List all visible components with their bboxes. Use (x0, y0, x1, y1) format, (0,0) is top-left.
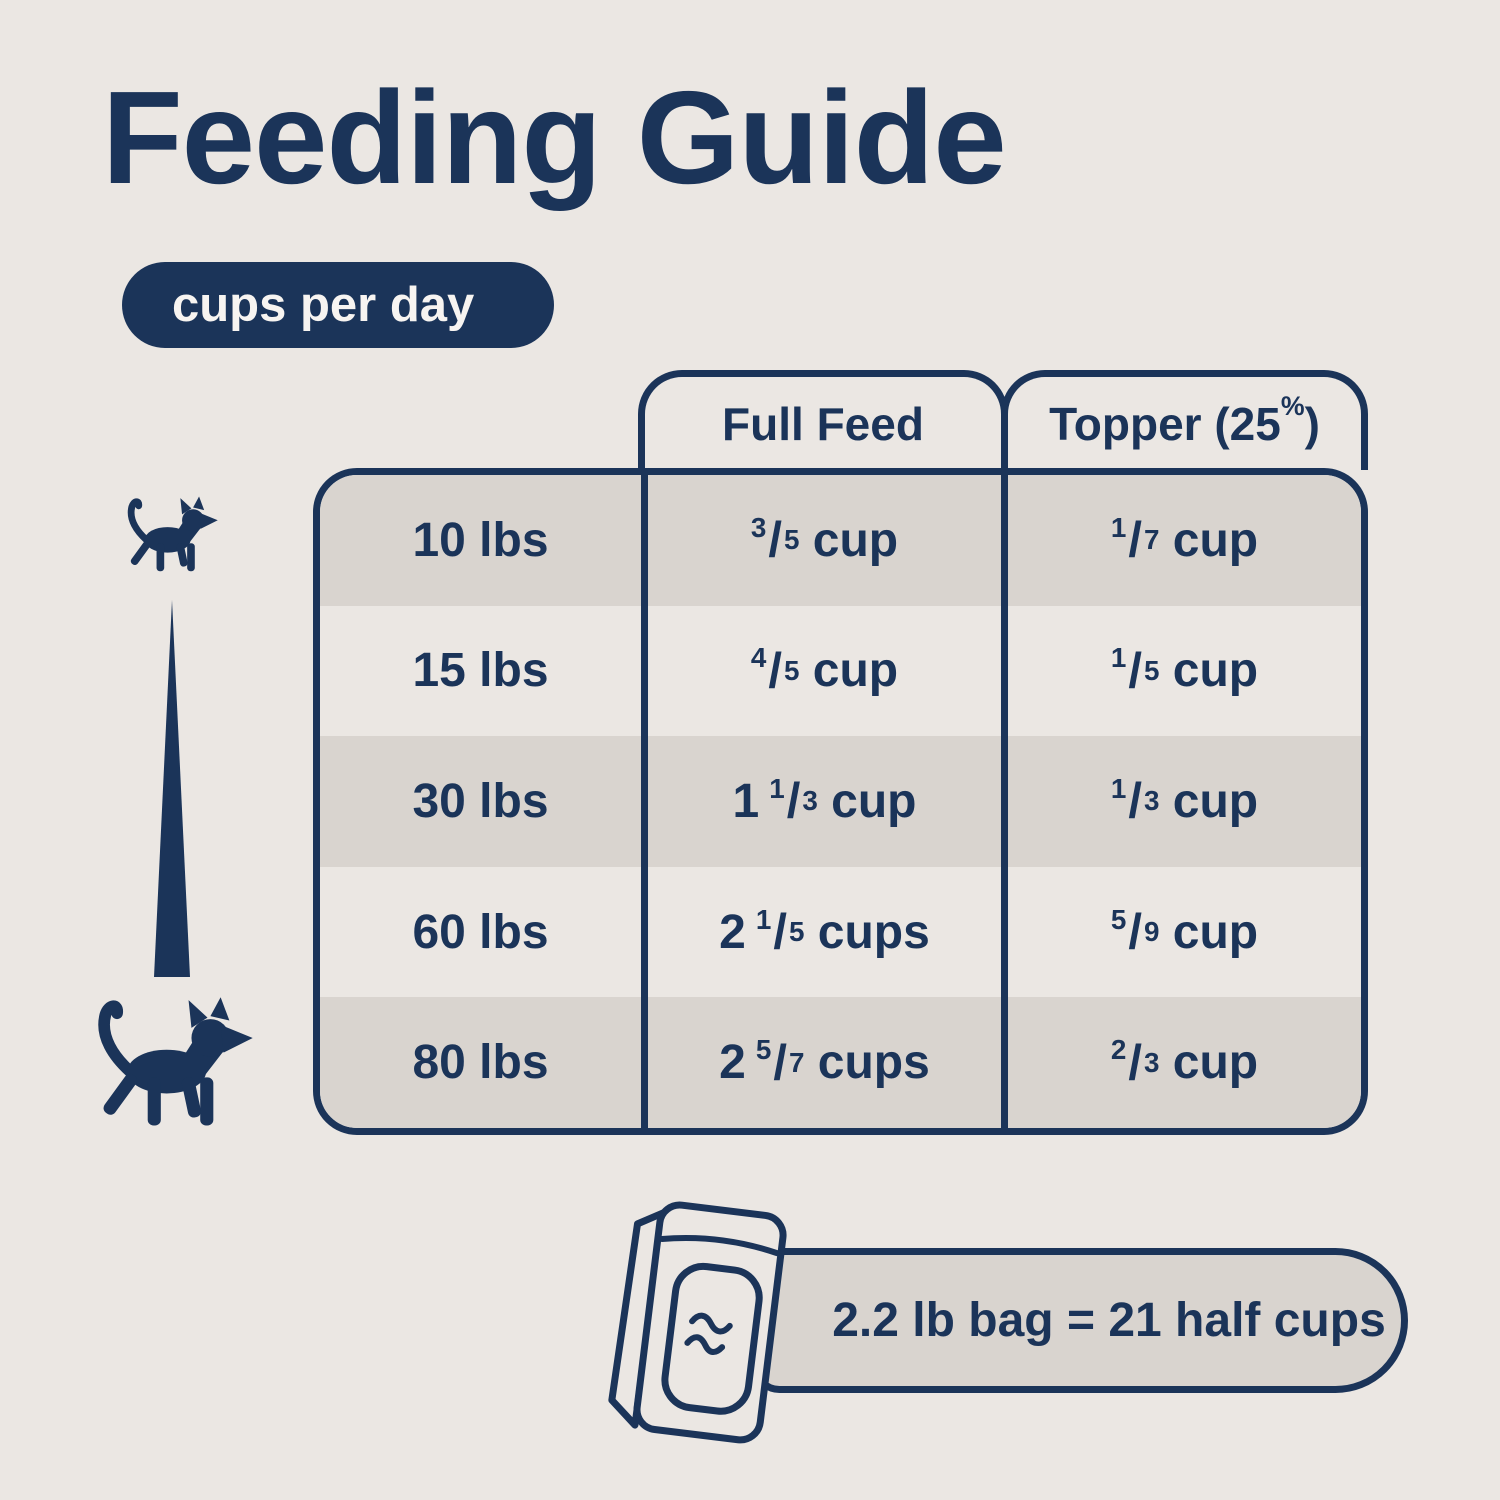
topper-cell: 2/3 cup (1001, 997, 1361, 1128)
weight-cell: 30 lbs (412, 774, 549, 828)
full-feed-cell: 4/5 cup (641, 605, 1001, 737)
weight-cell: 60 lbs (412, 905, 549, 959)
small-dog-icon (127, 496, 218, 572)
topper-cell: 1/7 cup (1001, 475, 1361, 606)
topper-cell: 1/3 cup (1001, 736, 1361, 867)
table-row: 10 lbs 3/5 cup 1/7 cup (320, 475, 1361, 606)
cups-per-day-label: cups per day (172, 278, 475, 332)
cups-per-day-badge: cups per day (122, 262, 554, 348)
bag-yield-note: 2.2 lb bag = 21 half cups (752, 1248, 1408, 1393)
weight-cell: 15 lbs (412, 644, 549, 698)
column-header-full-feed: Full Feed (638, 370, 1008, 470)
dog-food-bag-icon (608, 1201, 787, 1444)
table-row: 60 lbs 2 1/5 cups 5/9 cup (320, 866, 1361, 998)
feeding-table-body: 10 lbs 3/5 cup 1/7 cup 15 lbs 4/5 cup 1/5 cup… (313, 468, 1368, 1135)
table-row: 80 lbs 2 5/7 cups 2/3 cup (320, 997, 1361, 1128)
size-taper-line (154, 600, 190, 977)
column-header-topper: Topper (25%) (1001, 370, 1368, 470)
topper-label: Topper (25%) (1049, 391, 1320, 450)
full-feed-cell: 3/5 cup (641, 475, 1001, 606)
full-feed-label: Full Feed (722, 397, 924, 450)
topper-cell: 1/5 cup (1001, 605, 1361, 737)
weight-cell: 10 lbs (412, 513, 549, 567)
weight-cell: 80 lbs (412, 1036, 549, 1090)
full-feed-cell: 1 1/3 cup (641, 736, 1001, 867)
table-row: 30 lbs 1 1/3 cup 1/3 cup (320, 736, 1361, 867)
full-feed-cell: 2 1/5 cups (641, 866, 1001, 998)
topper-cell: 5/9 cup (1001, 866, 1361, 998)
table-row: 15 lbs 4/5 cup 1/5 cup (320, 605, 1361, 737)
large-dog-icon (98, 997, 253, 1126)
bag-yield-text: 2.2 lb bag = 21 half cups (832, 1294, 1386, 1347)
page-title: Feeding Guide (102, 64, 1007, 211)
full-feed-cell: 2 5/7 cups (641, 997, 1001, 1128)
